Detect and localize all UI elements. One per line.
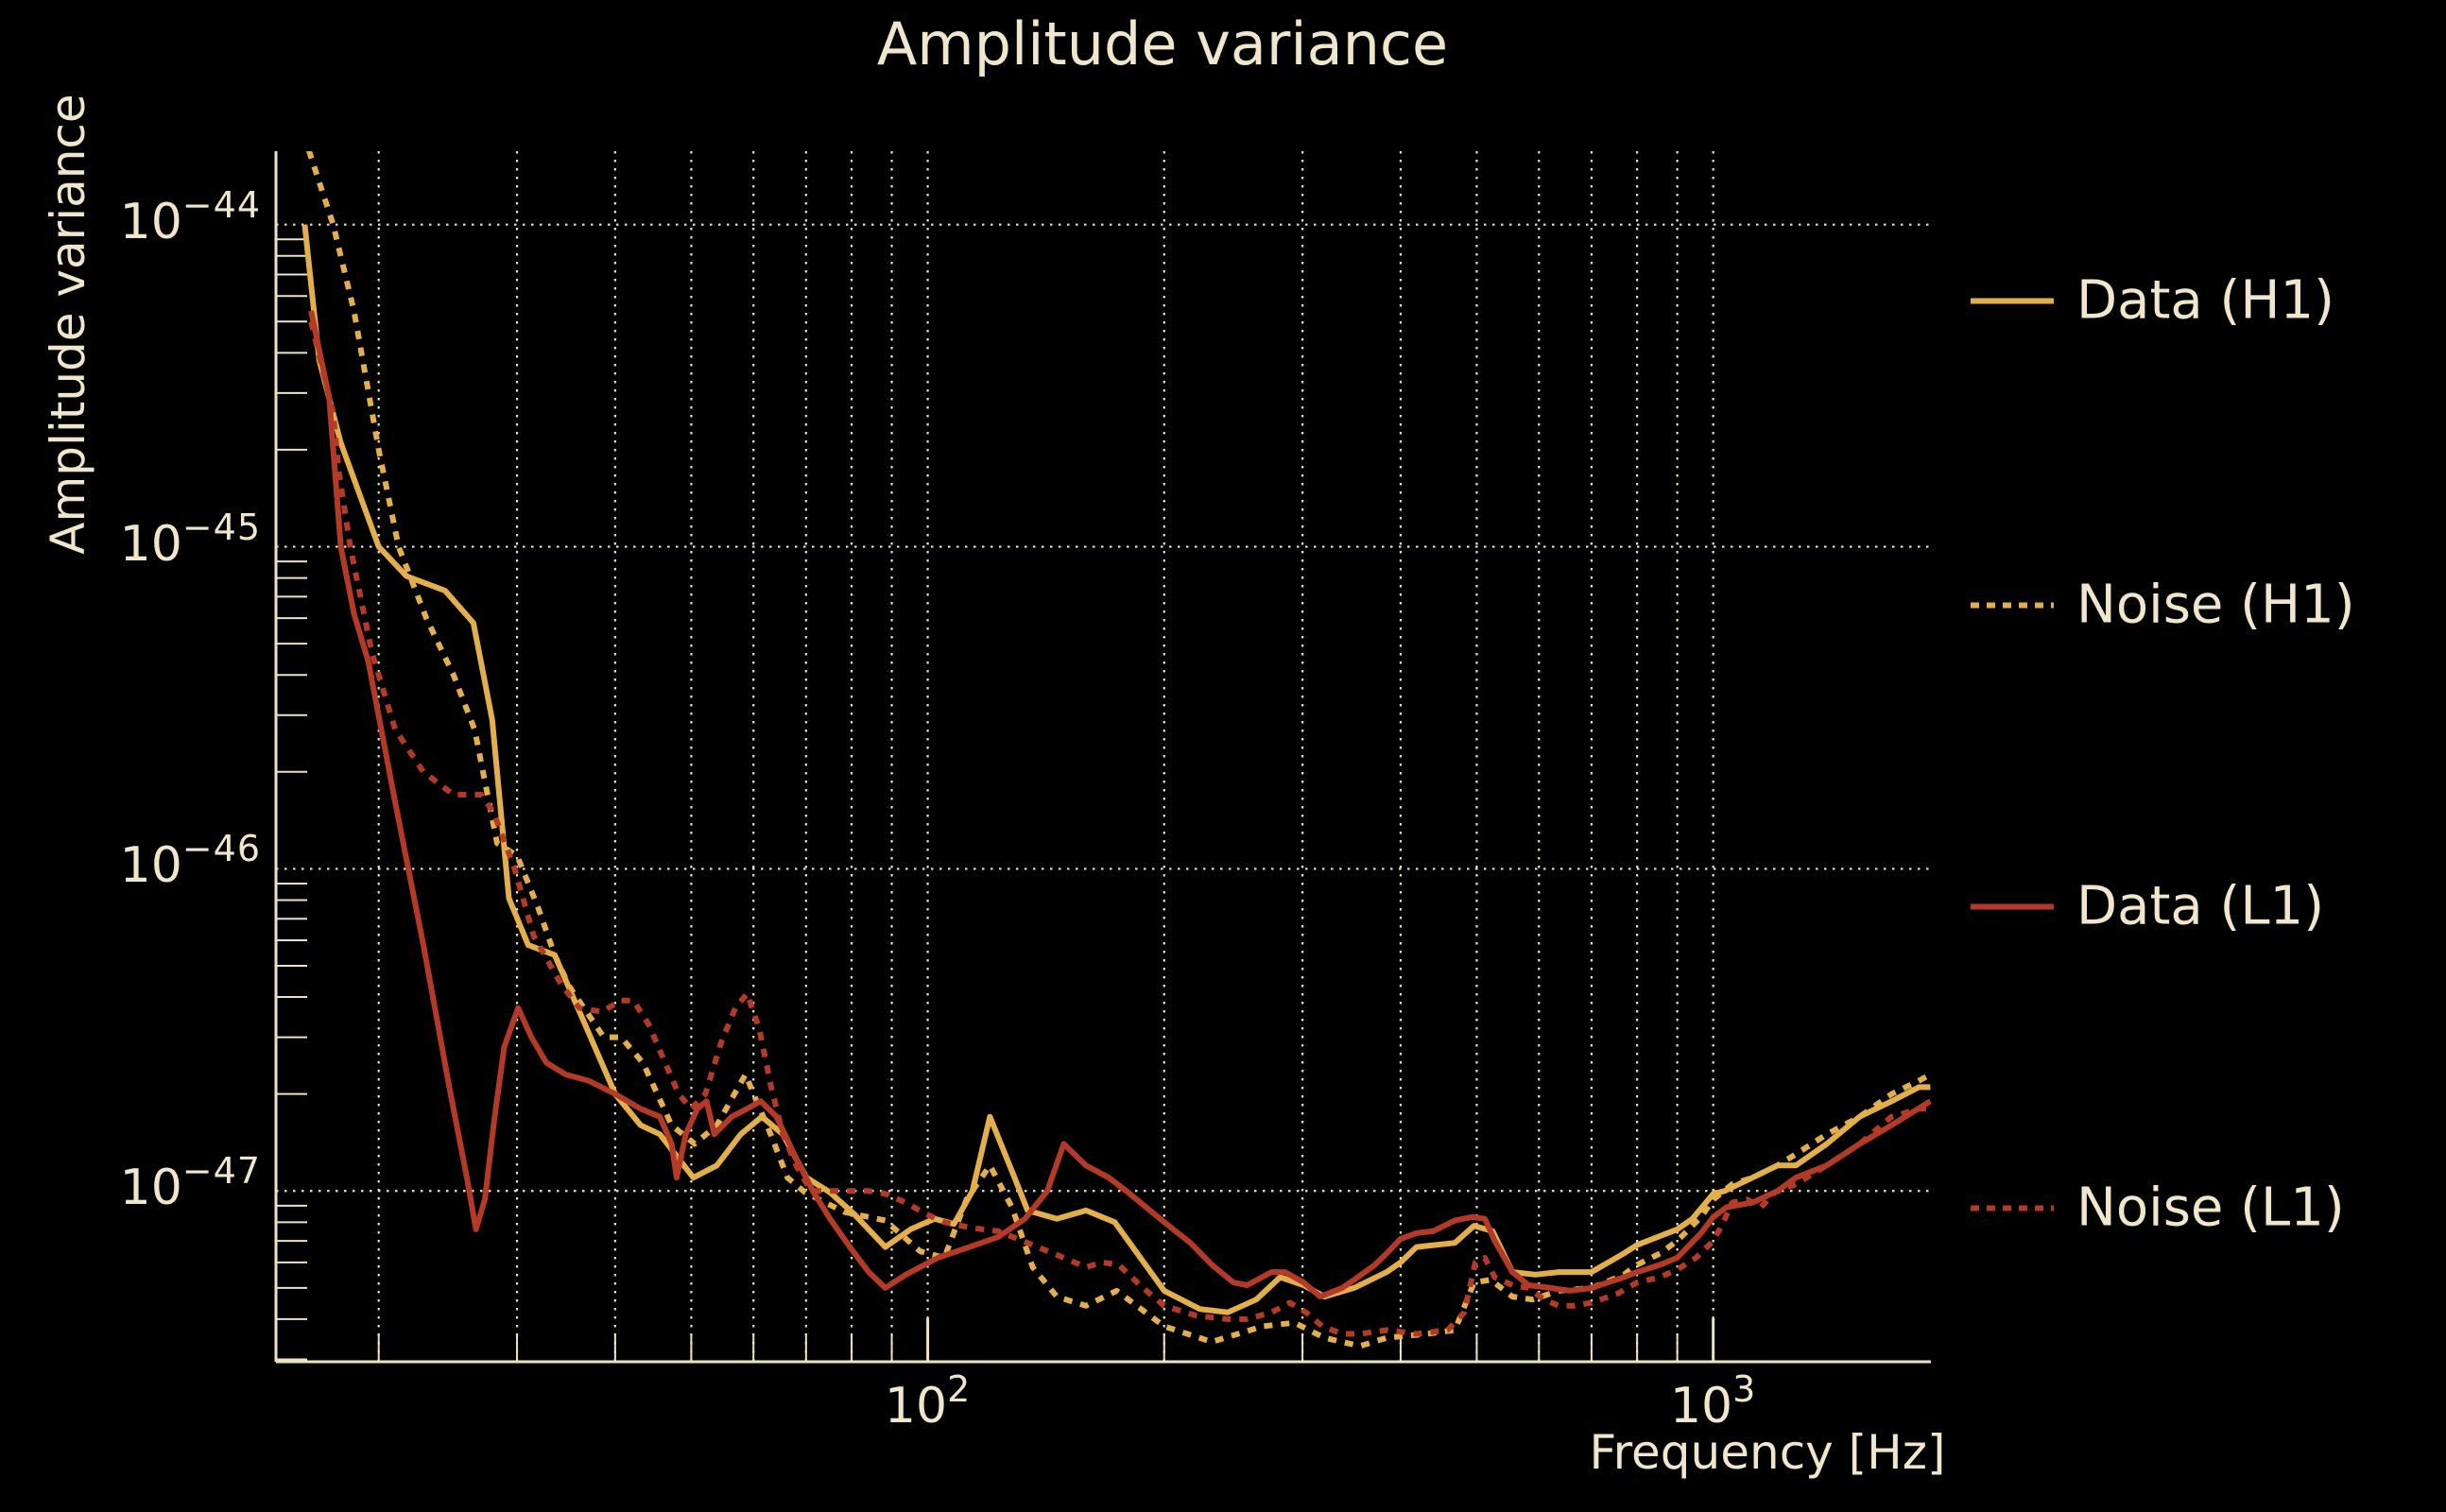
legend-label: Noise (H1) (2076, 574, 2355, 636)
chart-title: Amplitude variance (876, 9, 1449, 78)
legend-item-noise-l1: Noise (L1) (1971, 1177, 2345, 1239)
series-line-data-l1- (308, 310, 1931, 1300)
y-tick-label: 10−44 (119, 183, 261, 250)
x-tick-label: 103 (1669, 1368, 1757, 1435)
legend-item-data-h1: Data (H1) (1971, 270, 2334, 332)
x-axis-label: Frequency [Hz] (1589, 1425, 1946, 1480)
legend-line-solid-h1 (1971, 298, 2054, 303)
x-tick-label: 102 (884, 1368, 972, 1435)
series-line-noise-h1- (305, 151, 1931, 1349)
series-line-noise-l1- (308, 320, 1931, 1337)
legend-line-dotted-h1 (1971, 602, 2054, 608)
legend-label: Data (L1) (2076, 875, 2325, 937)
legend-item-data-l1: Data (L1) (1971, 876, 2324, 937)
legend-item-noise-h1: Noise (H1) (1971, 575, 2355, 636)
y-tick-label: 10−47 (119, 1150, 261, 1217)
legend-label: Noise (L1) (2076, 1177, 2345, 1239)
legend-line-solid-l1 (1971, 903, 2054, 909)
y-axis-label: Amplitude variance (41, 94, 95, 555)
y-tick-label: 10−46 (119, 828, 261, 895)
legend-line-dotted-l1 (1971, 1205, 2054, 1211)
y-tick-label: 10−45 (119, 506, 261, 573)
legend-label: Data (H1) (2076, 269, 2334, 332)
series-line-data-h1- (301, 224, 1931, 1315)
